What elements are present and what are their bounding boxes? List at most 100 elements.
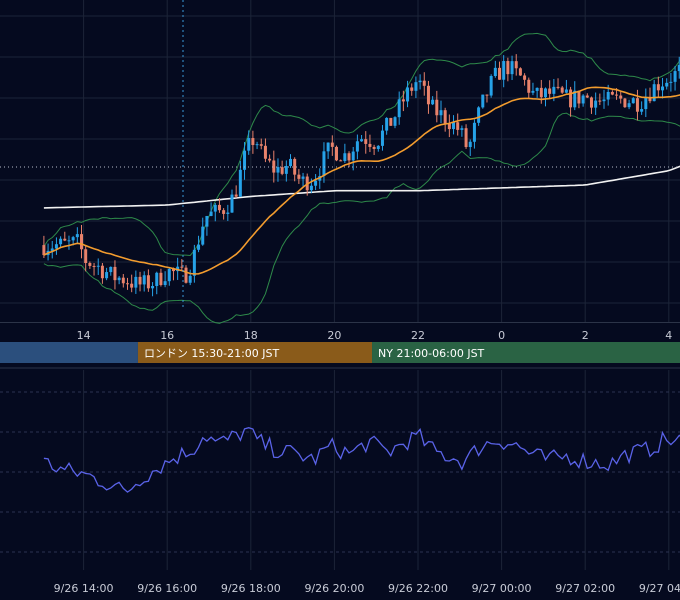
osc-x-tick-label: 9/26 22:00 (388, 582, 448, 595)
candle-up (109, 266, 113, 273)
oscillator-line (43, 427, 680, 493)
candle-down (130, 283, 134, 288)
session-band (372, 342, 680, 363)
session-label: NY 21:00-06:00 JST (378, 347, 485, 360)
osc-x-tick-label: 9/26 14:00 (54, 582, 114, 595)
candle-up (644, 97, 648, 110)
candlestick-series[interactable] (42, 27, 680, 297)
candle-down (389, 117, 393, 126)
candle-down (80, 234, 84, 250)
candle-down (498, 67, 502, 80)
candle-up (652, 84, 656, 102)
candle-down (263, 145, 267, 159)
candle-up (105, 272, 109, 279)
candle-down (598, 100, 602, 102)
candle-down (113, 266, 117, 281)
candle-down (364, 139, 368, 144)
candle-down (635, 98, 639, 112)
candle-up (360, 139, 364, 142)
candle-up (460, 128, 464, 130)
candle-up (276, 167, 280, 173)
candle-up (301, 176, 305, 179)
candle-down (92, 265, 96, 267)
bollinger-lower (43, 112, 680, 324)
candle-up (209, 211, 213, 216)
candle-up (284, 166, 288, 174)
candle-up (564, 89, 568, 93)
candle-down (523, 75, 527, 80)
candle-up (431, 99, 435, 105)
candle-up (205, 215, 209, 227)
candle-down (146, 275, 150, 289)
candle-down (435, 99, 439, 116)
oscillator-x-axis: 9/26 14:00 9/26 16:00 9/26 18:00 9/26 20:00… (54, 582, 680, 595)
price-x-tick-label: 18 (244, 329, 258, 342)
candle-down (485, 94, 489, 96)
candle-down (180, 266, 184, 268)
osc-x-tick-label: 9/27 02:00 (555, 582, 615, 595)
candle-up (326, 142, 330, 152)
candle-up (418, 80, 422, 83)
candle-up (573, 90, 577, 108)
candle-up (96, 265, 100, 267)
candle-down (426, 85, 430, 105)
candle-down (527, 79, 531, 93)
candle-down (615, 94, 619, 96)
candle-down (372, 146, 376, 149)
candle-up (201, 226, 205, 245)
osc-x-tick-label: 9/27 00:00 (472, 582, 532, 595)
candle-up (452, 122, 456, 130)
candle-down (159, 272, 163, 285)
candle-up (351, 151, 355, 161)
candle-up (627, 103, 631, 108)
candle-down (443, 110, 447, 124)
candle-up (606, 91, 610, 100)
candle-up (665, 82, 669, 87)
candle-down (138, 276, 142, 285)
candle-down (84, 249, 88, 264)
candle-up (489, 76, 493, 96)
oscillator-path (43, 427, 680, 493)
candle-up (309, 185, 313, 191)
price-x-tick-label: 20 (327, 329, 341, 342)
candle-down (339, 160, 343, 162)
candle-down (293, 158, 297, 175)
candle-up (493, 67, 497, 77)
candle-up (468, 141, 472, 148)
candle-up (393, 117, 397, 126)
candle-up (535, 87, 539, 91)
oscillator-panel-grid (0, 367, 680, 570)
ma-long-line (43, 165, 680, 209)
osc-x-tick-label: 9/26 20:00 (304, 582, 364, 595)
osc-x-tick-label: 9/27 04:00 (639, 582, 680, 595)
short-moving-average (43, 86, 680, 275)
candle-up (197, 244, 201, 250)
price-x-tick-label: 14 (77, 329, 91, 342)
candle-up (75, 234, 79, 238)
candle-down (334, 146, 338, 161)
candle-down (648, 97, 652, 102)
candle-up (50, 248, 54, 251)
candle-up (226, 212, 230, 214)
ma-short-line (43, 86, 680, 275)
bollinger-bands (43, 32, 680, 324)
candle-down (556, 86, 560, 88)
session-band (0, 342, 138, 363)
candle-down (100, 265, 104, 279)
candle-down (234, 194, 238, 197)
candle-up (594, 100, 598, 108)
candle-up (543, 88, 547, 98)
price-x-tick-label: 16 (160, 329, 174, 342)
candle-up (151, 286, 155, 289)
session-label: ロンドン 15:30-21:00 JST (144, 347, 280, 360)
candle-down (518, 68, 522, 76)
price-x-tick-label: 2 (582, 329, 589, 342)
bollinger-upper (43, 32, 680, 257)
candle-up (439, 110, 443, 116)
candle-up (669, 81, 673, 83)
candle-up (673, 71, 677, 82)
candle-up (255, 144, 259, 146)
candle-up (142, 275, 146, 285)
candle-down (171, 268, 175, 272)
